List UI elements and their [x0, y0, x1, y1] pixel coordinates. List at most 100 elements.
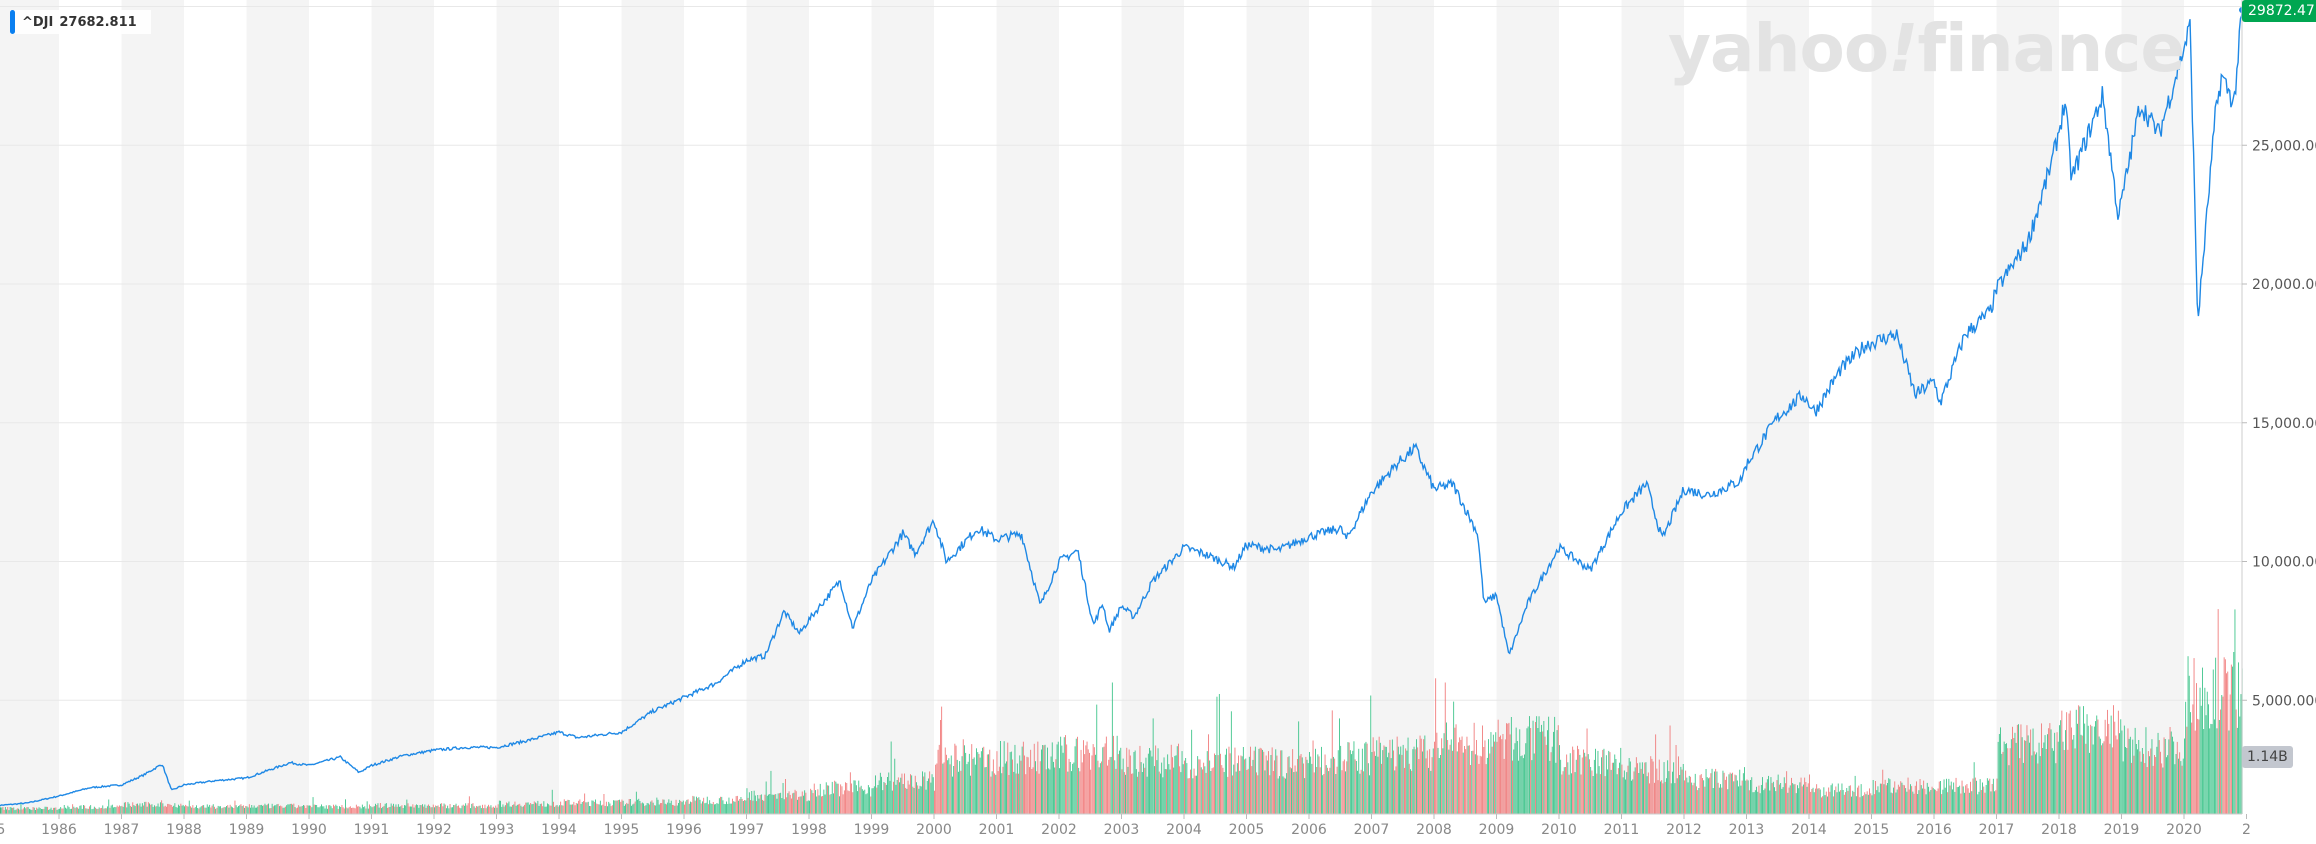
- volume-bar: [1516, 741, 1518, 814]
- volume-bar: [2218, 720, 2220, 814]
- volume-bar: [1510, 717, 1512, 814]
- volume-bar: [1032, 767, 1034, 814]
- volume-bar: [884, 783, 886, 814]
- volume-bar: [4, 807, 6, 814]
- volume-bar: [1414, 749, 1416, 814]
- volume-bar: [1479, 755, 1481, 814]
- volume-bar: [352, 807, 354, 814]
- volume-bar: [508, 801, 510, 814]
- volume-bar: [956, 759, 958, 814]
- volume-bar: [1464, 746, 1465, 814]
- volume-bar: [1095, 754, 1096, 814]
- volume-bar: [1004, 763, 1006, 814]
- volume-bar: [675, 799, 677, 814]
- volume-bar: [288, 804, 290, 814]
- volume-bar: [1967, 788, 1969, 814]
- legend[interactable]: ^DJI 27682.811: [10, 10, 151, 34]
- volume-bar: [1099, 763, 1101, 814]
- volume-bar: [595, 799, 596, 814]
- volume-bar: [1341, 770, 1343, 814]
- volume-bar: [175, 807, 177, 814]
- x-tick-label: 2013: [1729, 822, 1765, 838]
- volume-bar: [2131, 762, 2132, 814]
- volume-bar: [1010, 751, 1012, 814]
- volume-bar: [2059, 725, 2060, 814]
- volume-bar: [746, 788, 748, 814]
- volume-bar: [1253, 750, 1255, 814]
- volume-bar: [491, 807, 493, 814]
- volume-bar: [526, 802, 528, 814]
- volume-bar: [1664, 781, 1666, 814]
- volume-bar: [1310, 756, 1312, 814]
- volume-bar: [35, 810, 36, 814]
- volume-bar: [2012, 726, 2013, 814]
- volume-bar: [1103, 746, 1105, 814]
- volume-bar: [3, 809, 5, 814]
- volume-bar: [492, 806, 494, 814]
- volume-bar: [1221, 765, 1223, 814]
- volume-bar: [934, 790, 935, 814]
- volume-bar: [33, 807, 35, 814]
- volume-bar: [1012, 759, 1013, 814]
- volume-bar: [470, 808, 471, 814]
- volume-bar: [1762, 777, 1763, 814]
- volume-bar: [2140, 761, 2142, 814]
- volume-bar: [1750, 780, 1751, 814]
- x-tick-label: 1996: [666, 822, 702, 838]
- volume-bar: [1241, 756, 1243, 814]
- volume-bar: [855, 785, 857, 814]
- volume-bar: [1896, 789, 1898, 814]
- volume-bar: [812, 793, 814, 814]
- volume-bar: [1321, 746, 1322, 814]
- volume-bar: [1953, 782, 1955, 814]
- volume-bar: [2033, 751, 2035, 814]
- volume-bar: [299, 806, 301, 814]
- volume-bar: [1877, 786, 1879, 814]
- volume-bar: [1986, 778, 1988, 814]
- volume-bar: [2030, 729, 2032, 814]
- volume-bar: [370, 806, 372, 814]
- volume-bar: [422, 804, 423, 814]
- volume-bar: [389, 806, 391, 814]
- volume-bar: [1670, 783, 1672, 814]
- volume-bar: [404, 805, 405, 814]
- volume-bar: [132, 802, 134, 814]
- volume-bar: [1769, 790, 1771, 814]
- volume-bar: [1203, 762, 1205, 814]
- volume-bar: [1307, 763, 1309, 814]
- volume-bar: [824, 794, 826, 814]
- volume-bar: [2091, 726, 2093, 814]
- volume-bar: [1260, 748, 1262, 814]
- volume-bar: [629, 799, 631, 814]
- volume-bar: [902, 784, 904, 814]
- volume-bar: [1393, 750, 1394, 814]
- volume-bar: [2196, 683, 2197, 814]
- x-tick-label: 2012: [1666, 822, 1702, 838]
- volume-bar: [2044, 735, 2046, 814]
- volume-bar: [1298, 721, 1300, 814]
- volume-bar: [312, 797, 314, 814]
- volume-bar: [1891, 793, 1893, 814]
- volume-bar: [1547, 730, 1548, 814]
- volume-bar: [1910, 784, 1911, 814]
- volume-bar: [181, 805, 183, 814]
- y-tick-label: 5,000.000: [2252, 693, 2316, 709]
- volume-bar: [1185, 758, 1187, 814]
- volume-bar: [563, 799, 565, 814]
- volume-bar: [1956, 787, 1958, 814]
- volume-bar: [1172, 757, 1173, 814]
- volume-bar: [560, 801, 562, 814]
- volume-bar: [1396, 736, 1398, 814]
- volume-bar: [309, 805, 310, 814]
- volume-bar: [1849, 785, 1851, 814]
- volume-bar: [1335, 774, 1337, 814]
- volume-bar: [1131, 773, 1132, 814]
- volume-bar: [628, 799, 630, 814]
- volume-bar: [1486, 757, 1488, 814]
- volume-bar: [147, 802, 149, 814]
- volume-bar: [1973, 762, 1975, 814]
- volume-bar: [1410, 769, 1411, 814]
- volume-bar: [471, 803, 473, 814]
- volume-bar: [1539, 731, 1541, 814]
